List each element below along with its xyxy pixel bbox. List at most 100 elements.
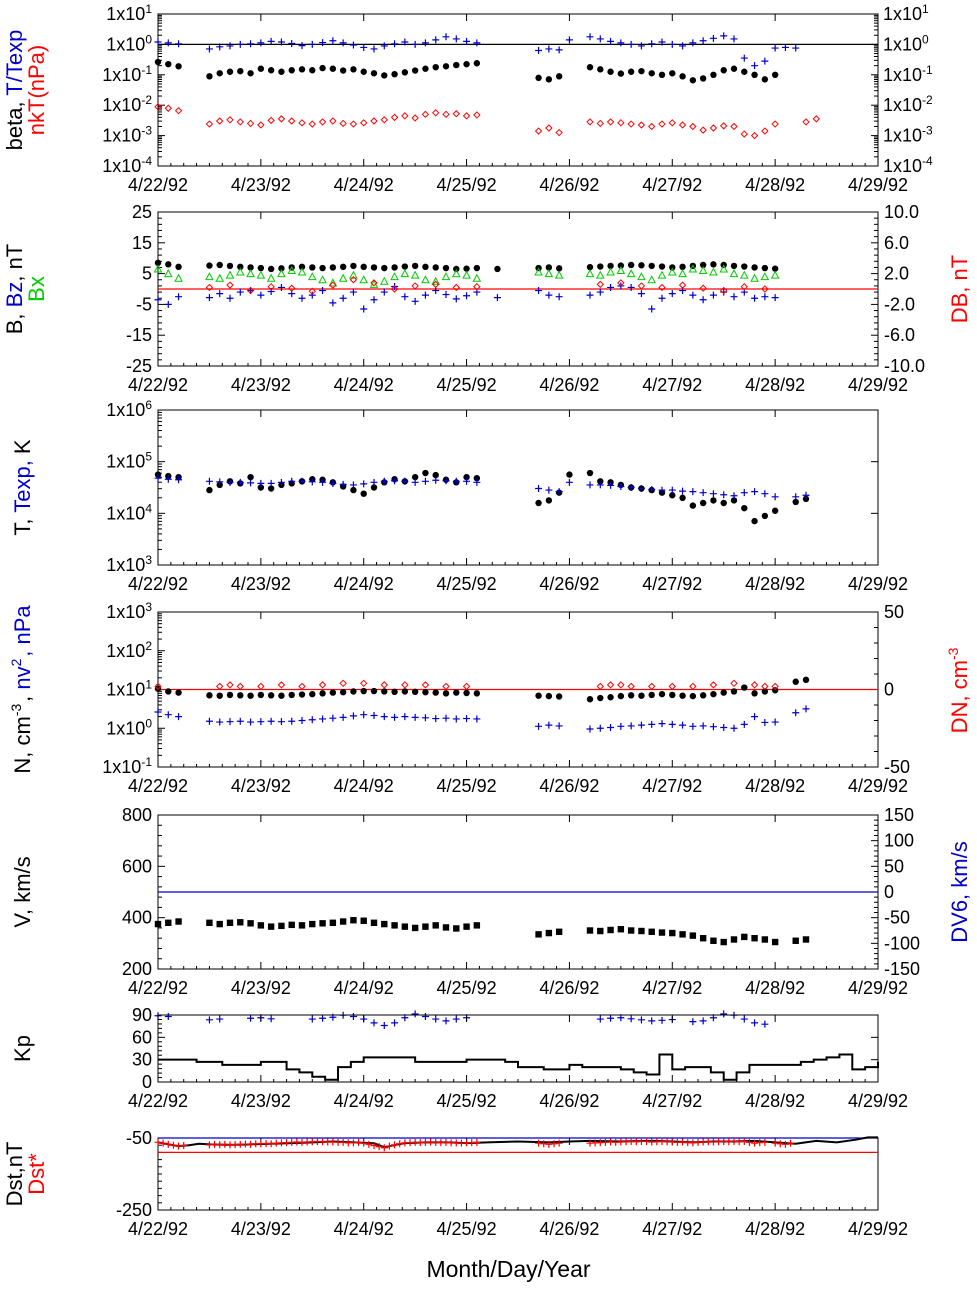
x-tick-label: 4/26/92 — [539, 375, 599, 395]
data-point — [349, 288, 357, 296]
x-tick-label: 4/22/92 — [128, 1219, 188, 1239]
data-point — [318, 681, 327, 689]
data-point — [720, 491, 728, 499]
x-tick-label: 4/22/92 — [128, 776, 188, 796]
data-point — [586, 118, 594, 126]
data-point — [638, 927, 645, 935]
data-point — [709, 681, 718, 689]
data-point — [298, 682, 306, 691]
data-point — [267, 265, 275, 273]
y-tick-label: 1x104 — [106, 501, 152, 523]
data-point — [318, 275, 327, 284]
data-point — [740, 1015, 748, 1023]
data-point — [658, 71, 666, 79]
svg-text:90: 90 — [132, 1005, 152, 1025]
data-point — [154, 682, 162, 691]
data-point — [555, 488, 563, 496]
data-point — [545, 124, 553, 132]
data-point — [781, 1140, 789, 1148]
x-tick-label: 4/27/92 — [642, 574, 702, 594]
data-point — [586, 481, 594, 489]
data-point — [390, 113, 399, 122]
data-point — [350, 486, 357, 494]
y2-tick-label: 0 — [884, 680, 894, 700]
x-tick-label: 4/25/92 — [437, 1091, 497, 1111]
data-point — [597, 478, 604, 485]
data-point — [421, 110, 430, 119]
data-point — [350, 688, 357, 695]
data-point — [385, 1142, 393, 1150]
data-point — [432, 287, 440, 295]
data-point — [545, 692, 553, 700]
data-point — [689, 39, 697, 47]
svg-text:1x102: 1x102 — [106, 639, 152, 661]
data-point — [668, 119, 676, 127]
data-point — [617, 39, 625, 47]
y-right-tick-label: 1x10-3 — [883, 124, 933, 146]
data-point — [699, 284, 707, 292]
data-point — [555, 46, 563, 54]
data-point — [730, 679, 738, 688]
data-point — [710, 690, 717, 698]
data-point — [585, 269, 595, 278]
data-point — [473, 60, 481, 67]
data-point — [159, 1139, 167, 1147]
data-point — [360, 480, 368, 488]
data-point — [391, 40, 399, 48]
data-point — [586, 695, 594, 703]
data-point — [370, 117, 378, 125]
data-point — [401, 293, 409, 301]
data-point — [679, 263, 686, 271]
data-point — [288, 477, 296, 485]
svg-text:-25: -25 — [126, 356, 152, 376]
data-point — [422, 65, 429, 72]
series-bz — [154, 282, 779, 313]
data-point — [391, 713, 399, 721]
data-point — [432, 471, 439, 479]
data-point — [391, 922, 398, 929]
data-point — [421, 477, 429, 485]
data-point — [679, 721, 687, 729]
data-point — [257, 264, 265, 272]
x-tick-label: 4/29/92 — [848, 375, 908, 395]
panel-3: 4/22/92 4/23/92 4/24/92 4/25/92 4/26/92 4/27/… — [10, 398, 908, 594]
data-point — [607, 283, 615, 291]
svg-text:800: 800 — [122, 805, 152, 825]
svg-text:30: 30 — [132, 1050, 152, 1070]
data-point — [771, 507, 779, 514]
data-point — [607, 1014, 615, 1022]
data-point — [309, 920, 316, 928]
data-point — [597, 927, 604, 935]
y2-tick-label: 100 — [884, 831, 914, 851]
data-point — [236, 717, 244, 725]
x-tick-label: 4/23/92 — [231, 574, 291, 594]
data-point — [720, 1010, 728, 1018]
data-point — [247, 264, 254, 271]
svg-text:-250: -250 — [116, 1200, 152, 1220]
data-point — [411, 478, 419, 486]
data-point — [669, 70, 676, 77]
data-point — [545, 76, 553, 83]
data-point — [627, 927, 635, 934]
data-point — [298, 717, 306, 724]
data-point — [741, 933, 748, 941]
data-point — [175, 293, 183, 301]
y-tick-label: 1x101 — [106, 2, 152, 24]
data-point — [380, 681, 388, 689]
y2-tick-label: 50 — [884, 602, 904, 622]
data-point — [205, 717, 213, 725]
x-tick-label: 4/25/92 — [437, 1219, 497, 1239]
data-point — [463, 292, 471, 300]
data-point — [698, 265, 708, 275]
data-point — [360, 43, 368, 51]
y-axis-title-2: Dst* — [24, 1153, 49, 1195]
data-point — [329, 65, 337, 72]
data-point — [396, 1140, 404, 1148]
data-point — [637, 282, 646, 290]
data-point — [720, 122, 728, 130]
data-point — [381, 72, 388, 79]
data-point — [298, 691, 306, 698]
data-point — [586, 927, 594, 934]
data-point — [668, 682, 676, 691]
data-point — [329, 479, 337, 487]
